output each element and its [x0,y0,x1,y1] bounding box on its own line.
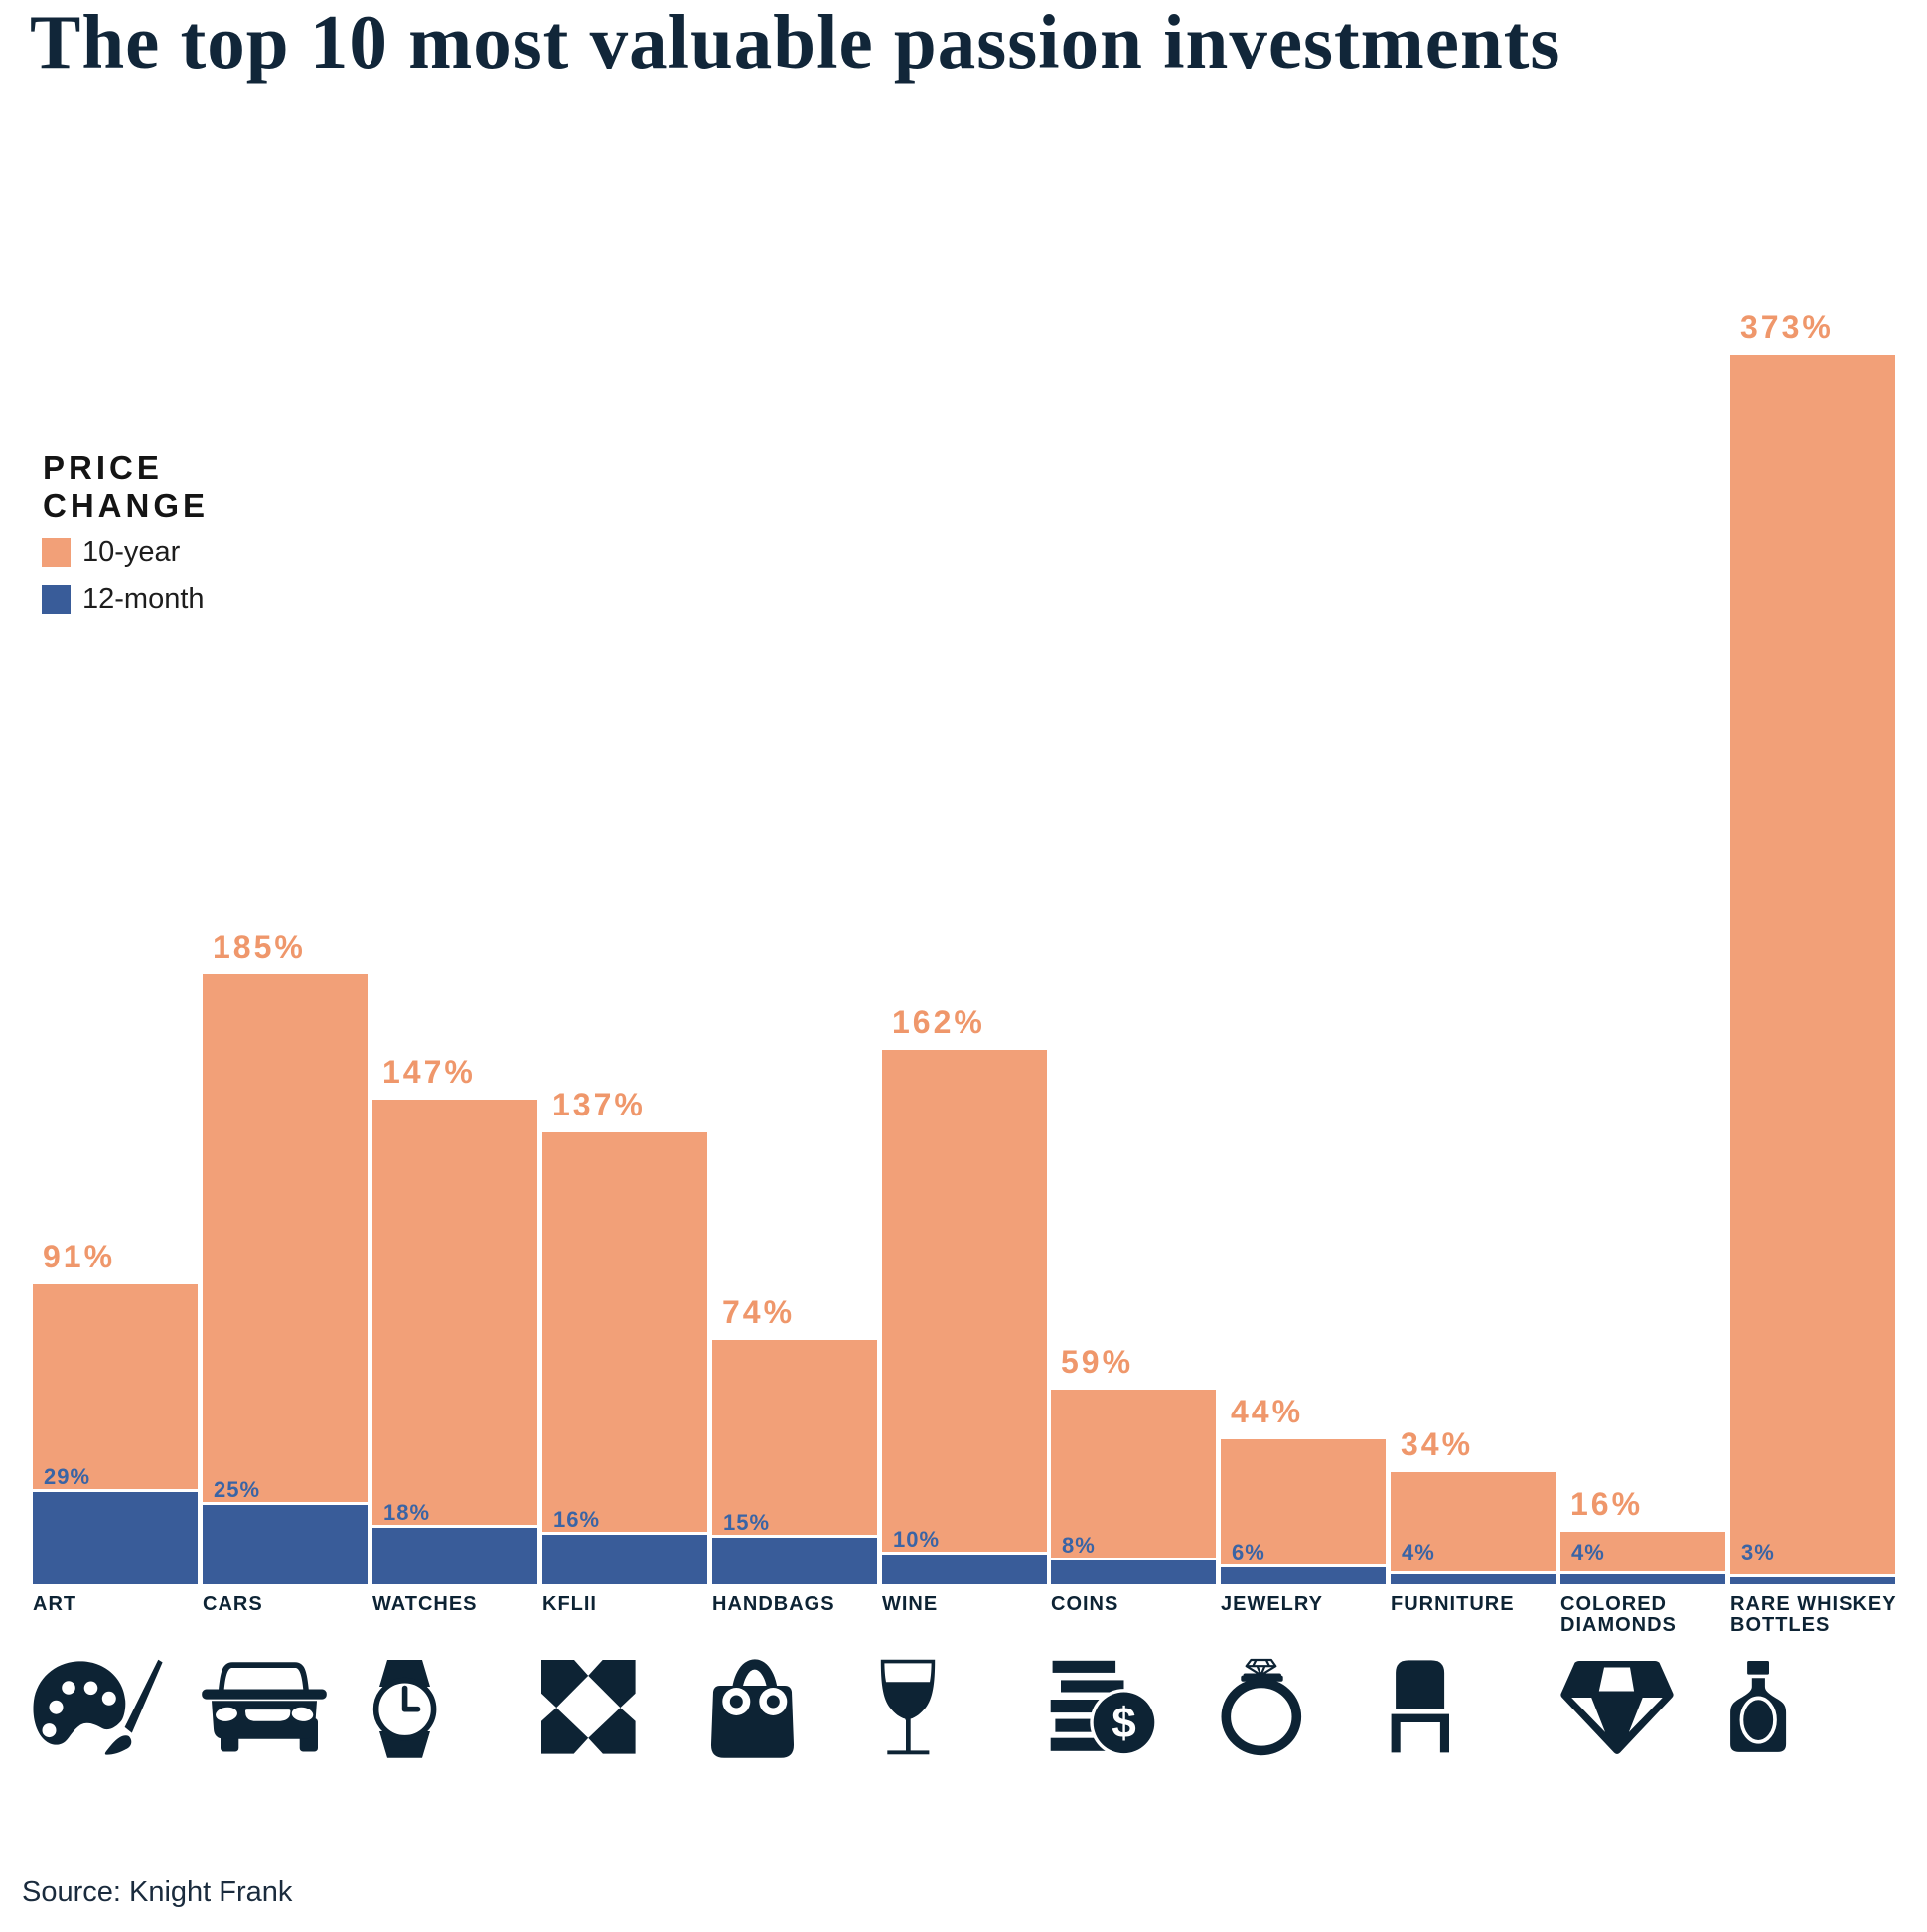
svg-text:$: $ [1112,1700,1135,1748]
